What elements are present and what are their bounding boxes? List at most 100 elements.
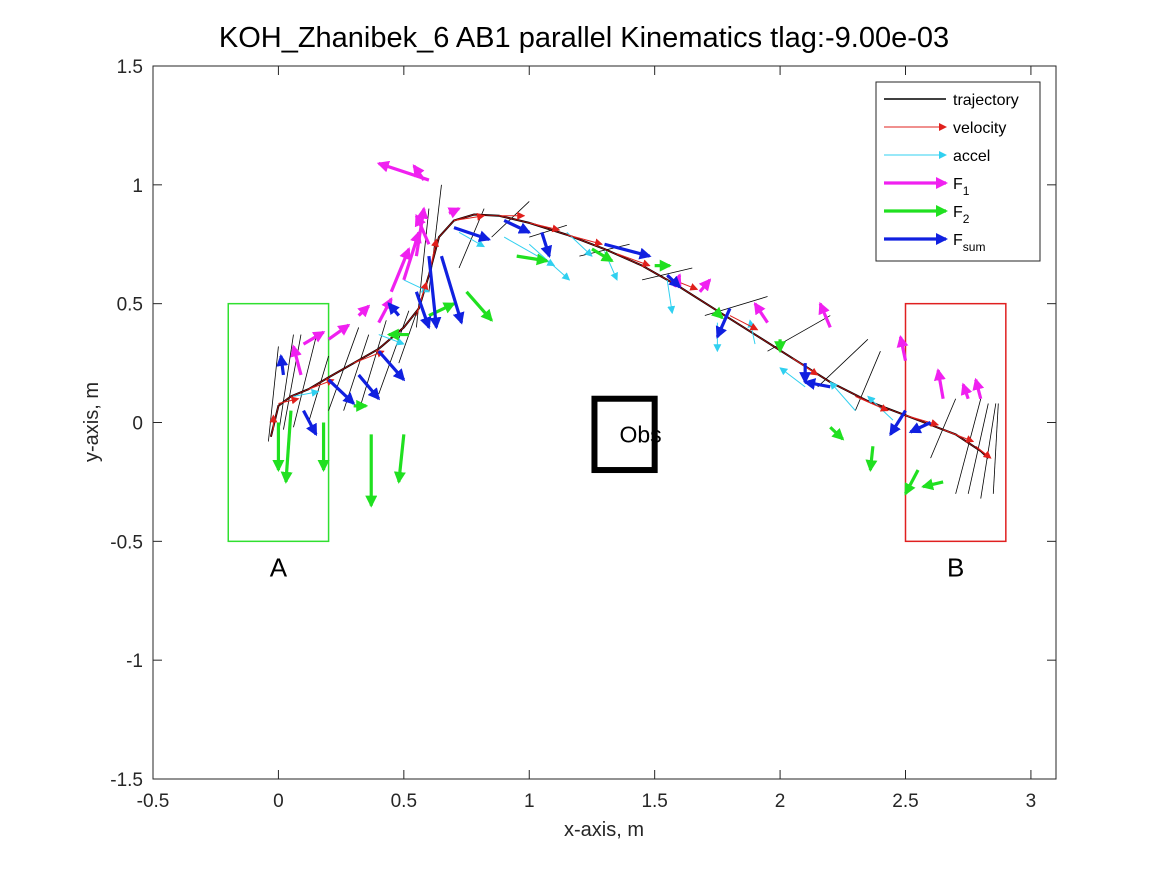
accel-arrow [779, 367, 806, 388]
fsum-arrow [666, 273, 682, 289]
region-label-a: A [270, 552, 288, 582]
fsum-arrow [715, 307, 732, 339]
x-tick-label: 1.5 [641, 791, 667, 812]
velocity-arrow [453, 212, 486, 221]
connector-line [529, 224, 567, 238]
f2-arrow [865, 446, 878, 473]
legend-label: trajectory [953, 92, 1019, 109]
fsum-arrow [908, 421, 932, 434]
f1-arrow [290, 344, 303, 376]
fsum-arrow [427, 255, 442, 330]
f1-arrow [377, 297, 393, 324]
connector-line [767, 315, 831, 352]
fsum-arrow [414, 291, 432, 330]
obstacle-label: Obs [619, 421, 661, 447]
legend-label: accel [953, 148, 990, 165]
velocity-arrow [975, 445, 992, 459]
velocity-arrow [855, 395, 889, 412]
fsum-arrow [503, 219, 532, 234]
f1-arrow [414, 213, 431, 245]
f2-arrow [516, 253, 549, 266]
y-tick-label: -0.5 [110, 532, 143, 553]
accel-arrow [604, 251, 618, 281]
fsum-arrow [453, 226, 492, 242]
legend-label: velocity [953, 120, 1006, 137]
f1-arrow [753, 301, 769, 324]
region-label-b: B [947, 552, 964, 582]
accel-arrow [829, 381, 856, 411]
fsum-arrow [276, 353, 289, 376]
connector-line [360, 320, 387, 404]
fsum-arrow [302, 409, 318, 437]
connector-line [992, 403, 999, 494]
y-tick-label: 0.5 [117, 295, 143, 316]
fsum-arrow [540, 231, 553, 259]
f2-arrow [428, 302, 456, 317]
velocity-arrow [529, 222, 561, 233]
x-tick-label: 2 [775, 791, 786, 812]
x-tick-label: 0.5 [391, 791, 417, 812]
f1-arrow [818, 301, 832, 329]
f2-arrow [921, 478, 944, 491]
fsum-arrow [439, 255, 465, 325]
f1-arrow [302, 330, 326, 346]
f1-arrow [933, 368, 946, 400]
accel-arrow [293, 388, 320, 397]
plot-area: A B Obs [227, 160, 1007, 582]
velocity-arrow [415, 281, 429, 316]
velocity-arrow [278, 396, 300, 405]
chart-title: KOH_Zhanibek_6 AB1 parallel Kinematics t… [219, 22, 949, 54]
x-tick-label: -0.5 [137, 791, 170, 812]
y-tick-label: 1 [132, 176, 143, 197]
obstacle-box [591, 395, 658, 474]
x-tick-label: 0 [273, 791, 284, 812]
accel-arrow [666, 279, 676, 315]
y-tick-label: 1.5 [117, 57, 143, 78]
y-tick-label: -1.5 [110, 770, 143, 791]
f1-arrow [698, 278, 712, 293]
f1-arrow [960, 382, 973, 400]
velocity-arrow [566, 234, 603, 247]
fsum-arrow [604, 242, 652, 260]
f1-arrow [972, 377, 985, 400]
f1-arrow [357, 304, 371, 318]
f2-arrow [829, 426, 845, 441]
axis-ticks: -0.5 0 0.5 1 1.5 2 2.5 3 -1.5 -1 -0.5 0 0.5 1 1.5 [110, 57, 1056, 812]
velocity-arrow [942, 429, 975, 443]
f2-arrow [711, 306, 724, 320]
region-box-a [227, 302, 330, 543]
f1-arrow [447, 207, 461, 219]
fsum-arrow [387, 302, 401, 317]
f2-arrow [280, 410, 293, 484]
x-tick-label: 3 [1026, 791, 1037, 812]
x-tick-label: 2.5 [892, 791, 918, 812]
f1-arrow [327, 323, 351, 341]
accel-arrow [458, 231, 485, 248]
fsum-arrow [327, 378, 356, 405]
connector-line [930, 398, 957, 459]
fsum-arrow [357, 373, 381, 401]
f2-arrow [393, 434, 406, 484]
fsum-arrow [377, 350, 406, 382]
connector-line [854, 351, 881, 411]
legend-box [875, 81, 1041, 262]
f1-arrow [402, 230, 422, 281]
velocity-arrow [616, 253, 651, 268]
connector-line [378, 310, 410, 395]
fsum-arrow [803, 378, 831, 390]
accel-arrow [528, 243, 571, 281]
f2-arrow [591, 247, 614, 263]
y-tick-label: -1 [126, 651, 143, 672]
velocity-arrow [729, 315, 759, 331]
f1-arrow [412, 164, 426, 182]
velocity-arrow [905, 414, 940, 427]
x-axis-label: x-axis, m [564, 819, 644, 841]
connector-line [955, 398, 982, 494]
f2-arrow [904, 469, 920, 496]
connector-line [293, 336, 317, 428]
y-tick-label: 0 [132, 414, 143, 435]
region-box-b [904, 302, 1007, 543]
x-tick-label: 1 [524, 791, 535, 812]
